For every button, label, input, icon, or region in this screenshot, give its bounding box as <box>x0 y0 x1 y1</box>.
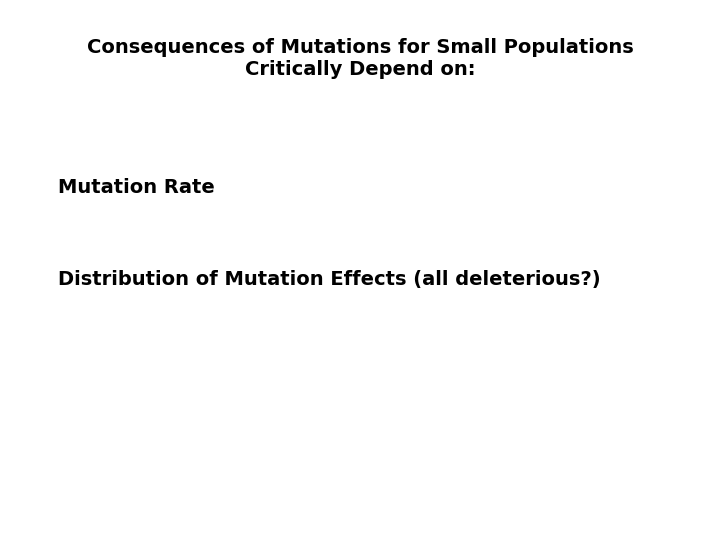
Text: Consequences of Mutations for Small Populations
Critically Depend on:: Consequences of Mutations for Small Popu… <box>86 38 634 79</box>
Text: Distribution of Mutation Effects (all deleterious?): Distribution of Mutation Effects (all de… <box>58 270 600 289</box>
Text: Mutation Rate: Mutation Rate <box>58 178 215 197</box>
